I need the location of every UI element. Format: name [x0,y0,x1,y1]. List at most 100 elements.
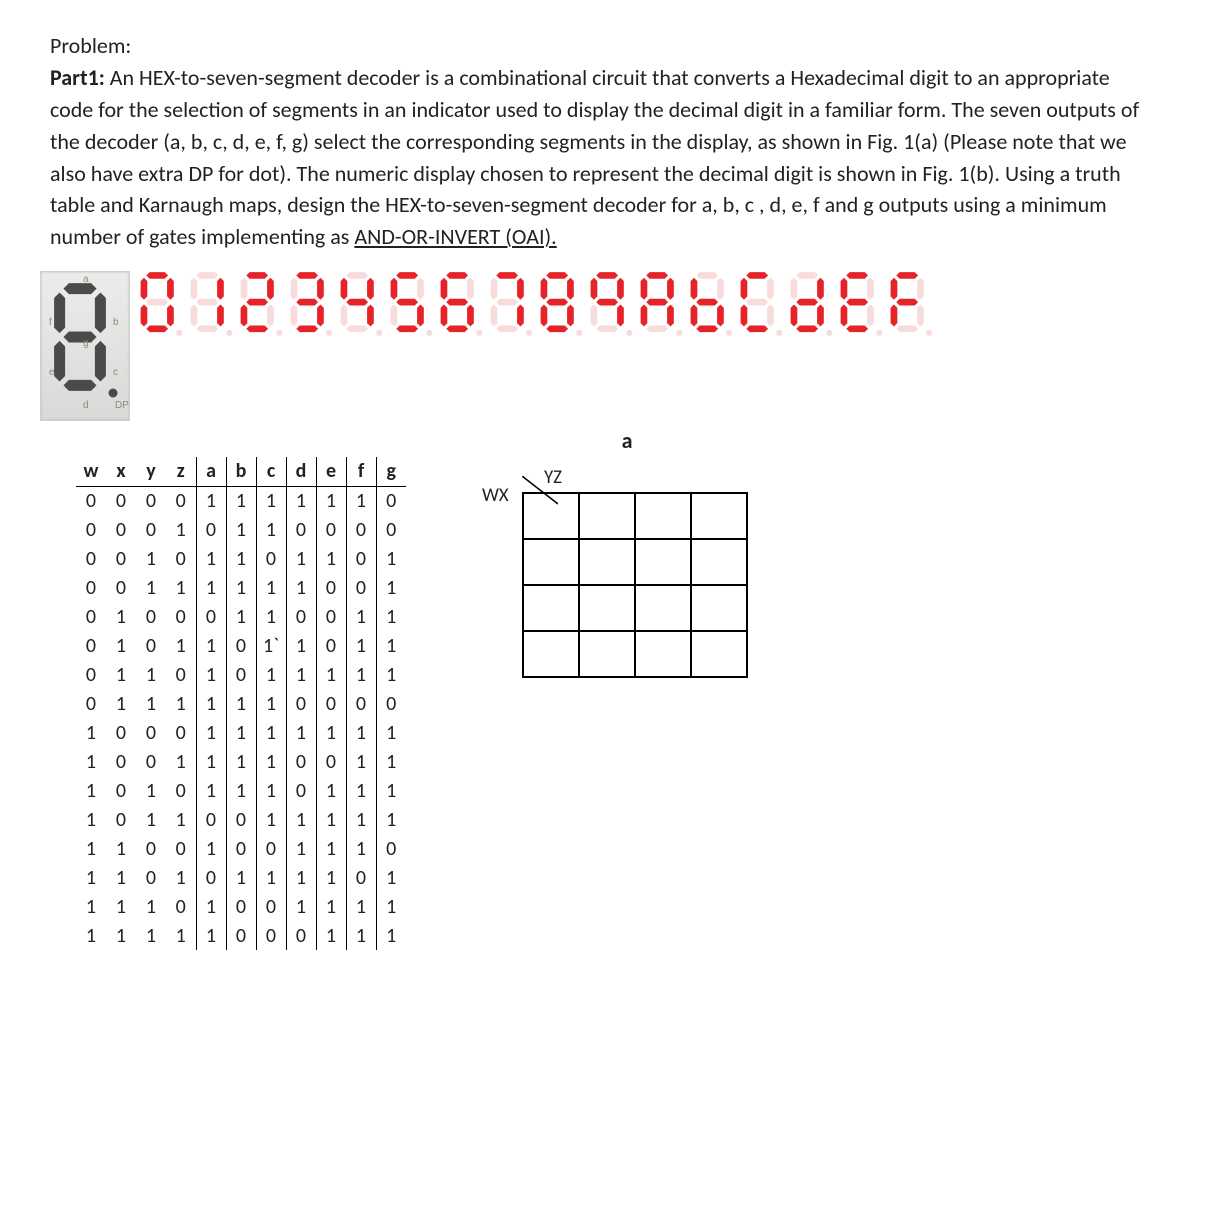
table-cell: 1 [106,863,136,892]
table-cell: 1 [76,805,106,834]
table-cell: 1 [346,834,376,863]
table-cell: 0 [136,747,166,776]
table-cell: 0 [286,747,316,776]
table-cell: 1 [106,689,136,718]
table-cell: 1 [316,805,346,834]
table-cell: 1 [136,544,166,573]
digit-8 [538,269,586,341]
th-x: x [106,457,136,486]
table-cell: 1 [76,718,106,747]
seven-segment-reference: a b c d e f g DP [40,271,130,421]
table-cell: 1 [376,631,406,660]
digit-0 [138,269,186,341]
table-cell: 0 [196,805,226,834]
table-cell: 0 [226,834,256,863]
table-cell: 0 [166,486,196,515]
th-a: a [196,457,226,486]
table-cell: 1 [106,892,136,921]
table-cell: 0 [166,602,196,631]
digit-7 [488,269,536,341]
table-cell: 1 [196,660,226,689]
seg-label-d: d [83,400,89,411]
table-cell: 1 [286,631,316,660]
table-row: 00101101101 [76,544,406,573]
table-cell: 1 [316,863,346,892]
table-cell: 1 [76,863,106,892]
digit-1 [188,269,236,341]
digit-5 [388,269,436,341]
th-d: d [286,457,316,486]
th-g: g [376,457,406,486]
table-cell: 1 [226,602,256,631]
table-cell: 0 [226,921,256,950]
table-cell: 1 [346,660,376,689]
kmap-cell [579,585,635,631]
problem-body: Part1: An HEX-to-seven-segment decoder i… [50,62,1156,253]
table-cell: 0 [346,863,376,892]
kmap-cell [635,493,691,539]
table-cell: 1 [316,544,346,573]
table-row: 11001001110 [76,834,406,863]
seg-label-c: c [113,367,118,378]
table-cell: 1 [106,834,136,863]
kmap-cell [635,539,691,585]
table-cell: 1` [256,631,286,660]
digit-d [788,269,836,341]
table-cell: 0 [256,834,286,863]
table-cell: 1 [196,631,226,660]
table-cell: 0 [316,573,346,602]
table-cell: 1 [196,544,226,573]
table-cell: 1 [166,747,196,776]
table-cell: 1 [196,747,226,776]
table-cell: 1 [196,486,226,515]
table-cell: 0 [136,834,166,863]
table-cell: 0 [166,544,196,573]
kmap-title: a [506,427,748,454]
table-cell: 0 [226,805,256,834]
table-row: 11111000111 [76,921,406,950]
th-b: b [226,457,256,486]
table-cell: 1 [226,776,256,805]
table-cell: 1 [286,544,316,573]
seg-label-g: g [83,338,89,349]
table-cell: 1 [226,718,256,747]
table-cell: 0 [76,486,106,515]
table-cell: 1 [346,718,376,747]
table-cell: 1 [136,805,166,834]
table-cell: 0 [166,834,196,863]
table-cell: 1 [286,863,316,892]
table-cell: 1 [256,573,286,602]
table-cell: 1 [286,718,316,747]
table-cell: 0 [166,776,196,805]
table-cell: 1 [316,892,346,921]
table-cell: 1 [346,805,376,834]
table-row: 01101011111 [76,660,406,689]
table-cell: 0 [76,573,106,602]
table-cell: 1 [256,660,286,689]
digit-2 [238,269,286,341]
table-cell: 1 [166,515,196,544]
table-cell: 0 [76,689,106,718]
table-cell: 1 [286,892,316,921]
seg-label-f: f [49,317,52,328]
table-cell: 1 [196,689,226,718]
table-cell: 1 [166,863,196,892]
kmap-cell [523,585,579,631]
table-cell: 0 [376,834,406,863]
table-cell: 1 [376,892,406,921]
table-cell: 0 [316,689,346,718]
table-cell: 0 [136,602,166,631]
kmap-cell [579,539,635,585]
table-cell: 0 [136,486,166,515]
table-cell: 0 [106,718,136,747]
table-cell: 0 [256,892,286,921]
table-cell: 0 [136,718,166,747]
table-cell: 0 [286,602,316,631]
table-cell: 1 [376,573,406,602]
table-cell: 1 [136,573,166,602]
table-cell: 1 [196,776,226,805]
table-cell: 1 [286,573,316,602]
table-row: 01111110000 [76,689,406,718]
table-row: 10110011111 [76,805,406,834]
digit-4 [338,269,386,341]
